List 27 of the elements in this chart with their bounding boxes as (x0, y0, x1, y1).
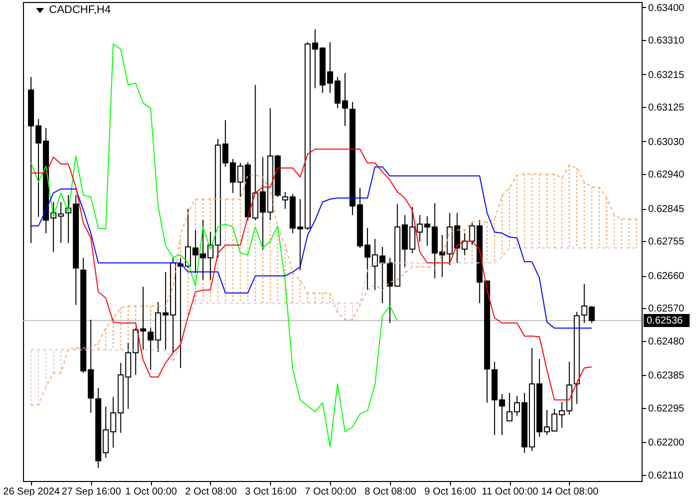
x-tick-label: 9 Oct 16:00 (424, 486, 476, 498)
y-tick-label: 0.63400 (648, 2, 685, 14)
x-tick-label: 3 Oct 16:00 (244, 486, 298, 498)
y-tick-label: 0.62845 (648, 204, 685, 216)
line-series (30, 166, 592, 329)
x-tick-label: 14 Oct 08:00 (541, 486, 599, 498)
y-tick-label: 0.62110 (648, 470, 684, 482)
y-tick-label: 0.62480 (648, 336, 685, 348)
y-tick-label: 0.63215 (648, 70, 685, 81)
y-tick-label: 0.63030 (648, 137, 685, 148)
x-tick-label: 7 Oct 00:00 (304, 486, 357, 498)
x-tick-label: 8 Oct 08:00 (364, 486, 417, 498)
y-tick-label: 0.62940 (648, 170, 685, 181)
y-tick-label: 0.62660 (648, 271, 685, 282)
ref-line-label: 0.62536 (646, 315, 684, 326)
y-tick-label: 0.62295 (648, 403, 685, 414)
y-tick-label: 0.63125 (648, 102, 685, 114)
y-tick-label: 0.62755 (648, 236, 685, 248)
y-tick-label: 0.62570 (648, 304, 685, 315)
y-tick-label: 0.62385 (648, 370, 685, 382)
y-tick-label: 0.62200 (648, 438, 685, 449)
chart-title: CADCHF,H4 (49, 4, 111, 16)
y-tick-label: 0.63310 (648, 36, 685, 47)
x-tick-label: 11 Oct 00:00 (482, 486, 539, 498)
line-series (30, 44, 398, 448)
x-tick-label: 2 Oct 08:00 (185, 486, 238, 498)
x-tick-label: 1 Oct 00:00 (125, 486, 178, 498)
